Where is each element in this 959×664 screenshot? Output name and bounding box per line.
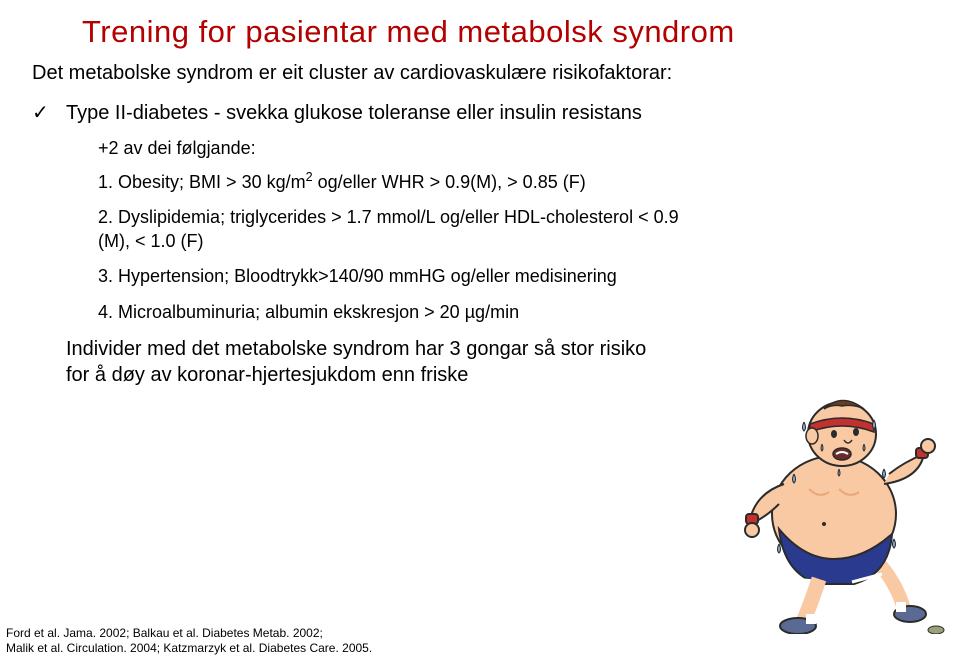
item-number: 1. xyxy=(98,172,113,192)
check-icon: ✓ xyxy=(32,101,66,125)
item-text-a: Microalbuminuria; albumin ekskresjon > 2… xyxy=(118,302,519,322)
conclusion-text: Individer med det metabolske syndrom har… xyxy=(28,336,668,388)
numbered-list: 1. Obesity; BMI > 30 kg/m2 og/eller WHR … xyxy=(28,169,919,324)
item-text-a: Obesity; BMI > 30 kg/m xyxy=(118,172,306,192)
item-text-b: og/eller WHR > 0.9(M), > 0.85 (F) xyxy=(313,172,586,192)
item-number: 3. xyxy=(98,266,113,286)
subtitle-text: Det metabolske syndrom er eit cluster av… xyxy=(28,62,919,85)
main-bullet-text: Type II-diabetes - svekka glukose tolera… xyxy=(66,101,642,126)
item-sup: 2 xyxy=(306,170,313,184)
list-item: 1. Obesity; BMI > 30 kg/m2 og/eller WHR … xyxy=(98,169,919,194)
list-item: 3. Hypertension; Bloodtrykk>140/90 mmHG … xyxy=(98,265,919,288)
footer-line-1: Ford et al. Jama. 2002; Balkau et al. Di… xyxy=(6,626,372,641)
main-bullet-row: ✓ Type II-diabetes - svekka glukose tole… xyxy=(28,101,919,126)
list-item: 4. Microalbuminuria; albumin ekskresjon … xyxy=(98,301,919,324)
item-text-a: Hypertension; Bloodtrykk>140/90 mmHG og/… xyxy=(118,266,617,286)
sublabel-text: +2 av dei følgjande: xyxy=(28,138,919,159)
runner-icon xyxy=(724,374,949,634)
list-item: 2. Dyslipidemia; triglycerides > 1.7 mmo… xyxy=(98,206,919,253)
item-number: 4. xyxy=(98,302,113,322)
runner-illustration xyxy=(724,374,949,634)
item-number: 2. xyxy=(98,207,113,227)
slide-page: Trening for pasientar med metabolsk synd… xyxy=(0,0,959,664)
page-title: Trening for pasientar med metabolsk synd… xyxy=(28,14,919,50)
footer-line-2: Malik et al. Circulation. 2004; Katzmarz… xyxy=(6,641,372,656)
footer-citation: Ford et al. Jama. 2002; Balkau et al. Di… xyxy=(6,626,372,656)
item-text-a: Dyslipidemia; triglycerides > 1.7 mmol/L… xyxy=(98,207,679,250)
